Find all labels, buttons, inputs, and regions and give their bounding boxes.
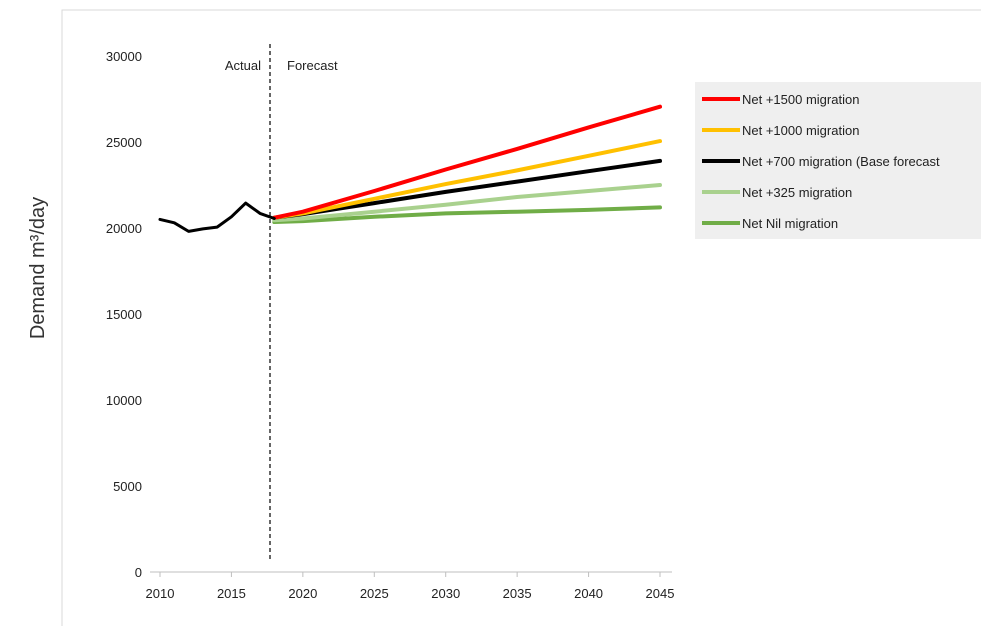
- x-tick-label: 2025: [360, 586, 389, 601]
- y-tick-label: 30000: [106, 49, 142, 64]
- x-tick-label: 2020: [288, 586, 317, 601]
- y-axis-label: Demand m³/day: [27, 197, 49, 339]
- series-line-1: [272, 104, 662, 220]
- x-tick-label: 2045: [646, 586, 675, 601]
- x-tick-label: 2010: [146, 586, 175, 601]
- y-tick-label: 25000: [106, 135, 142, 150]
- x-tick-label: 2015: [217, 586, 246, 601]
- y-tick-label: 15000: [106, 307, 142, 322]
- x-tick-label: 2035: [503, 586, 532, 601]
- y-tick-label: 10000: [106, 393, 142, 408]
- legend-label-4: Net +325 migration: [742, 185, 852, 200]
- series-line-4: [272, 183, 662, 223]
- y-tick-label: 5000: [113, 479, 142, 494]
- x-tick-label: 2030: [431, 586, 460, 601]
- actual-label: Actual: [225, 58, 261, 73]
- legend-label-2: Net +1000 migration: [742, 123, 859, 138]
- legend: Net +1500 migration Net +1000 migration Ne…: [695, 82, 981, 239]
- x-tick-label: 2040: [574, 586, 603, 601]
- legend-label-5: Net Nil migration: [742, 216, 838, 231]
- chart-border: [61, 9, 981, 631]
- series-line-5: [272, 205, 662, 224]
- y-tick-label: 20000: [106, 221, 142, 236]
- legend-background: [695, 82, 981, 239]
- plot-area: 2010 2015 2020 2025 2030 2035 2040 2045 0 5000 100…: [106, 44, 675, 601]
- y-tick-label: 0: [135, 565, 142, 580]
- series-line-2: [272, 139, 662, 220]
- actual-series-line: [158, 201, 276, 233]
- legend-label-1: Net +1500 migration: [742, 92, 859, 107]
- forecast-label: Forecast: [287, 58, 338, 73]
- legend-label-3: Net +700 migration (Base forecast: [742, 154, 940, 169]
